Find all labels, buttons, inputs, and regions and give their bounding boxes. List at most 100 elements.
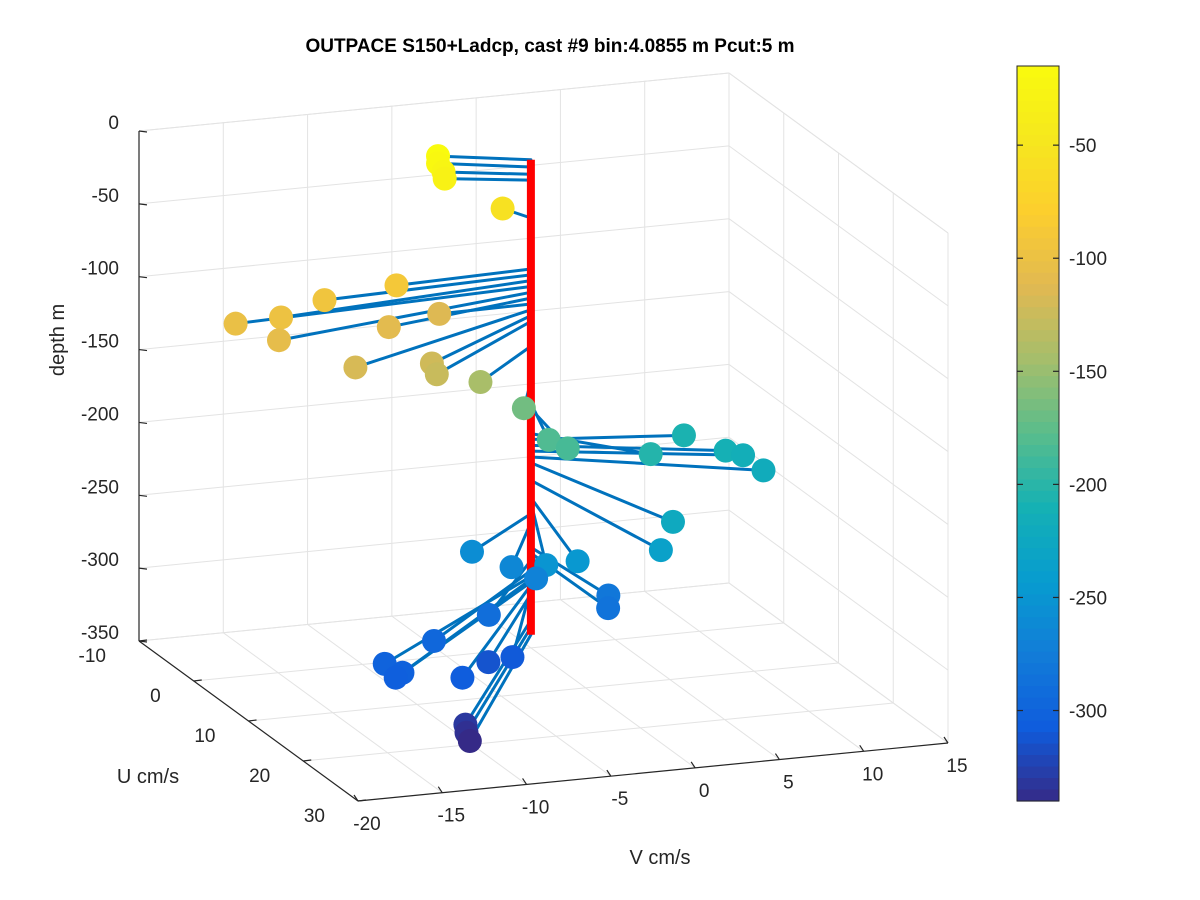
colorbar-segment — [1017, 720, 1059, 733]
data-point — [536, 427, 561, 452]
velocity-stick — [437, 302, 533, 316]
colorbar-segment — [1017, 605, 1059, 618]
colorbar-segment — [1017, 617, 1059, 630]
colorbar-segment — [1017, 318, 1059, 331]
colorbar-segment — [1017, 640, 1059, 653]
z-tick-mark — [138, 421, 148, 425]
colorbar-segment — [1017, 88, 1059, 102]
grid-line — [138, 363, 730, 423]
velocity-stick — [529, 496, 580, 563]
colorbar-segment — [1017, 651, 1059, 664]
colorbar-frame — [1016, 65, 1060, 802]
colorbar-segment — [1017, 261, 1059, 274]
colorbar-segment — [1017, 272, 1059, 285]
data-point — [468, 370, 493, 395]
x-tick-label: 10 — [862, 764, 883, 785]
data-point — [671, 423, 696, 448]
velocity-stick — [460, 583, 533, 680]
y-tick-label: 0 — [150, 686, 161, 707]
data-point — [524, 566, 549, 591]
colorbar-segment — [1017, 525, 1059, 538]
velocity-stick — [435, 319, 533, 376]
x-tick-mark — [690, 761, 696, 769]
grid-line — [138, 509, 730, 569]
velocity-stick — [463, 618, 533, 727]
z-tick-mark — [138, 640, 148, 643]
markers — [223, 144, 776, 754]
z-tick-label: -200 — [81, 404, 119, 425]
data-point — [457, 729, 482, 754]
data-point — [648, 538, 673, 563]
colorbar-segment — [1017, 594, 1059, 607]
x-tick-label: -20 — [353, 814, 380, 835]
velocity-stick — [323, 273, 533, 302]
colorbar-segment — [1017, 536, 1059, 549]
colorbar-segment — [1017, 353, 1059, 366]
colorbar-segment — [1017, 663, 1059, 676]
colorbar-segment — [1017, 307, 1059, 320]
colorbar-segment — [1017, 674, 1059, 687]
data-point — [424, 362, 449, 387]
z-tick-label: -150 — [81, 332, 119, 353]
grid-line — [728, 145, 949, 307]
data-point — [565, 549, 590, 574]
data-point — [450, 665, 475, 690]
colorbar-segment — [1017, 123, 1059, 136]
data-point — [596, 596, 621, 621]
colorbar-segment — [1017, 387, 1059, 400]
colorbar-segment — [1017, 709, 1059, 722]
colorbar-segment — [1017, 226, 1059, 239]
colorbar-segment — [1017, 686, 1059, 699]
velocity-stick — [442, 170, 533, 176]
velocity-stick — [443, 177, 533, 182]
z-tick-label: -250 — [81, 477, 119, 498]
data-point — [490, 196, 515, 221]
data-point — [383, 665, 408, 690]
colorbar-segment — [1017, 146, 1059, 159]
colorbar-segment — [1017, 559, 1059, 572]
y-tick-label: 20 — [249, 766, 270, 787]
data-point — [269, 305, 294, 330]
y-tick-mark — [193, 679, 202, 682]
grid-line — [728, 364, 949, 525]
sticks — [234, 154, 765, 743]
data-point — [223, 311, 248, 336]
data-point — [660, 509, 685, 534]
colorbar-segment — [1017, 778, 1059, 791]
colorbar-segment — [1017, 77, 1059, 90]
data-point — [432, 166, 457, 191]
colorbar-segment — [1017, 732, 1059, 745]
z-tick-mark — [138, 567, 148, 570]
y-tick-mark — [303, 759, 312, 762]
x-tick-label: 15 — [946, 756, 967, 777]
velocity-stick — [277, 290, 533, 342]
colorbar-segment — [1017, 628, 1059, 641]
x-tick-mark — [774, 753, 780, 760]
colorbar-tick-label: -250 — [1069, 588, 1107, 609]
z-axis-label: depth m — [47, 304, 69, 376]
x-tick-mark — [859, 744, 865, 752]
x-axis-label: V cm/s — [629, 847, 690, 869]
x-tick-mark — [437, 786, 443, 794]
colorbar-segment — [1017, 743, 1059, 756]
y-tick-mark — [357, 799, 367, 802]
colorbar-segment — [1017, 789, 1059, 802]
colorbar-segment — [1017, 284, 1059, 297]
colorbar-segment — [1017, 502, 1059, 515]
data-point — [476, 602, 501, 627]
grid-line — [728, 218, 949, 380]
data-point — [500, 645, 525, 670]
z-tick-mark — [138, 348, 148, 352]
data-point — [511, 396, 536, 421]
colorbar-segment — [1017, 169, 1059, 182]
colorbar-segment — [1017, 582, 1059, 595]
colorbar-segment — [1017, 364, 1059, 377]
data-point — [751, 458, 776, 483]
colorbar-segment — [1017, 66, 1059, 79]
colorbar-segment — [1017, 100, 1059, 113]
colorbar-segment — [1017, 548, 1059, 561]
grid-line — [138, 218, 730, 278]
colorbar-segment — [1017, 203, 1059, 216]
x-tick-label: -5 — [611, 789, 628, 810]
